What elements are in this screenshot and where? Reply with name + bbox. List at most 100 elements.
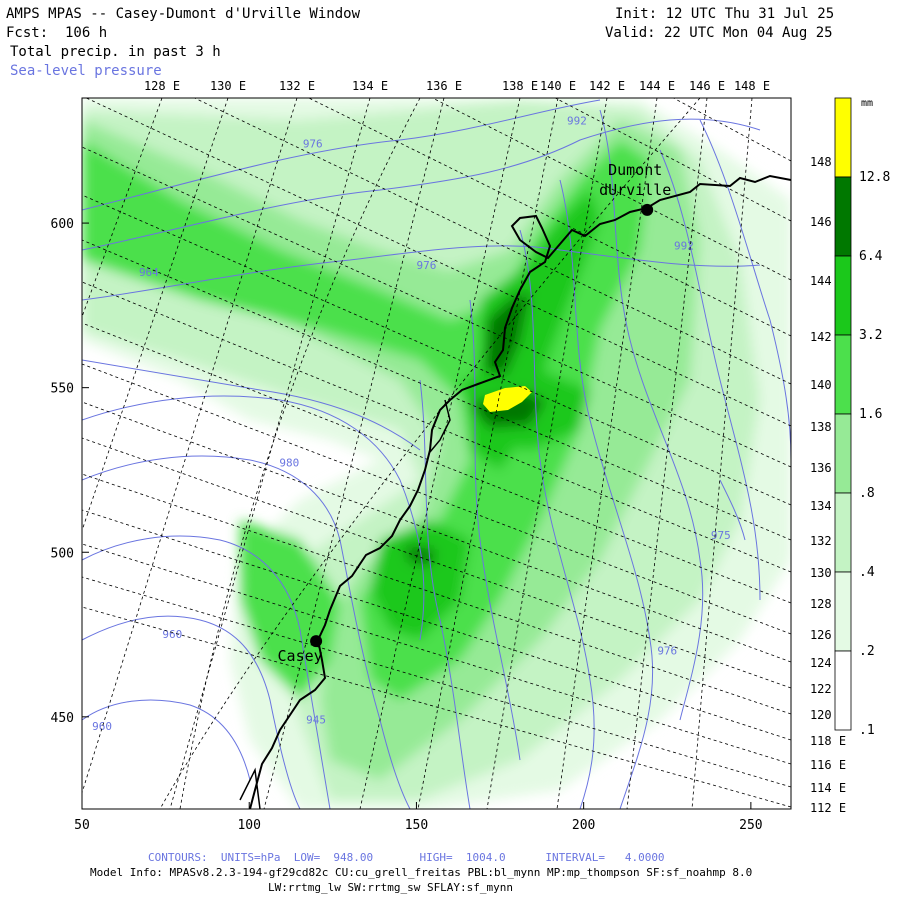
parallel-line <box>82 509 791 741</box>
isobar-line <box>82 455 411 809</box>
latitude-circle <box>159 98 701 809</box>
parallel-line <box>431 98 791 281</box>
isobar-line <box>82 118 761 251</box>
precip-area <box>485 290 530 375</box>
x-tick-label: 250 <box>739 818 762 833</box>
coastline-inner <box>239 767 261 809</box>
isobar-label: 992 <box>567 114 587 127</box>
isobar-line <box>659 149 761 601</box>
precip-shading <box>82 98 791 809</box>
colorbar-segment <box>834 650 852 731</box>
isobar-label: 975 <box>711 529 731 542</box>
precip-area <box>82 140 650 700</box>
isobar-line <box>559 179 654 809</box>
right-longitude-label: 114 E <box>810 781 846 795</box>
precip-max-area <box>483 386 532 412</box>
meridian-line <box>82 98 298 795</box>
x-tick-label: 50 <box>74 818 90 833</box>
colorbar-segment <box>834 334 852 415</box>
parallel-line <box>82 281 791 573</box>
colorbar-unit: mm <box>861 98 873 109</box>
y-tick-label: 450 <box>51 711 74 726</box>
isobar-line <box>699 119 791 461</box>
isobar-line <box>82 99 601 211</box>
parallel-line <box>82 239 791 541</box>
isobars <box>82 99 791 809</box>
colorbar-label: .2 <box>859 644 875 659</box>
footer-model-info: Model Info: MPASv8.2.3-194-gf29cd82c CU:… <box>90 866 753 879</box>
top-longitude-label: 128 E <box>144 79 180 93</box>
station-label: Casey <box>278 647 323 665</box>
colorbar-segment <box>834 97 852 178</box>
parallel-line <box>82 363 791 635</box>
right-longitude-label: 112 E <box>810 801 846 815</box>
colorbar-label: 12.8 <box>859 170 890 185</box>
colorbar-segment <box>834 492 852 573</box>
isobar-label: 976 <box>303 137 323 150</box>
y-tick-label: 600 <box>51 217 74 232</box>
top-longitude-label: 132 E <box>279 79 315 93</box>
title: AMPS MPAS -- Casey-Dumont d'Urville Wind… <box>6 6 361 22</box>
isobar-line <box>719 479 746 541</box>
top-longitude-label: 138 E <box>502 79 538 93</box>
top-longitude-label: 140 E <box>540 79 576 93</box>
top-longitude-label: 130 E <box>210 79 246 93</box>
top-longitude-label: 144 E <box>639 79 675 93</box>
colorbar-label: .4 <box>859 565 875 580</box>
colorbar-label: 3.2 <box>859 328 882 343</box>
colorbar-label: 6.4 <box>859 249 883 264</box>
top-longitude-label: 134 E <box>352 79 388 93</box>
parallel-line <box>82 606 791 808</box>
isobar-label: 945 <box>306 713 326 726</box>
latitude-circle <box>179 98 421 809</box>
top-longitude-label: 142 E <box>589 79 625 93</box>
isobar-label: 960 <box>162 628 182 641</box>
colorbar-label: .1 <box>859 723 875 738</box>
station-marker <box>310 635 323 648</box>
top-longitude-label: 148 E <box>734 79 770 93</box>
isobar-line <box>82 395 425 641</box>
parallel-line <box>85 98 791 427</box>
x-tick-label: 150 <box>405 818 428 833</box>
parallel-line <box>193 98 791 385</box>
isobar-label: 960 <box>92 720 112 733</box>
station-label: dUrville <box>599 181 671 199</box>
right-longitude-label: 116 E <box>810 758 846 772</box>
isobar-line <box>519 229 595 809</box>
parallel-line <box>82 194 791 506</box>
footer-radiation: LW:rrtmg_lw SW:rrtmg_sw SFLAY:sf_mynn <box>268 881 514 894</box>
isobar-label: 980 <box>279 457 299 470</box>
isobar-line <box>469 299 521 761</box>
isobar-line <box>82 615 301 809</box>
colorbar-segment <box>834 413 852 494</box>
y-tick-label: 550 <box>51 382 74 397</box>
field-label: Total precip. in past 3 h <box>10 44 221 60</box>
meridian-line <box>691 98 753 809</box>
isobar-line <box>82 359 421 451</box>
meridian-line <box>359 98 521 809</box>
coastline-inner <box>429 399 451 453</box>
isobar-label: 964 <box>139 266 159 279</box>
right-longitude-label: 118 E <box>810 734 846 748</box>
top-longitude-label: 136 E <box>426 79 462 93</box>
plot-frame <box>81 97 792 810</box>
latlon-grid <box>82 98 791 809</box>
init-label: Init: 12 UTC Thu 31 Jul 25 <box>615 6 835 22</box>
colorbar-segment <box>834 571 852 652</box>
parallel-line <box>82 322 791 604</box>
colorbar-segment <box>834 176 852 257</box>
isobar-line <box>419 379 471 809</box>
x-tick-label: 100 <box>237 818 260 833</box>
parallel-line <box>82 437 791 689</box>
isobar-line <box>82 699 251 781</box>
plot-area: 976 976 964 980 992 992 975 976 960 960 945 Dumont d… <box>82 98 791 809</box>
isobar-line <box>82 245 761 301</box>
meridian-line <box>486 98 608 809</box>
meridian-line <box>82 98 163 318</box>
colorbar-label: .8 <box>859 486 875 501</box>
footer-contours: CONTOURS: UNITS=hPa LOW= 948.00 HIGH= 10… <box>148 851 665 864</box>
isobar-label: 976 <box>657 644 677 657</box>
parallel-line <box>554 98 791 222</box>
isobar-label: 976 <box>417 259 437 272</box>
